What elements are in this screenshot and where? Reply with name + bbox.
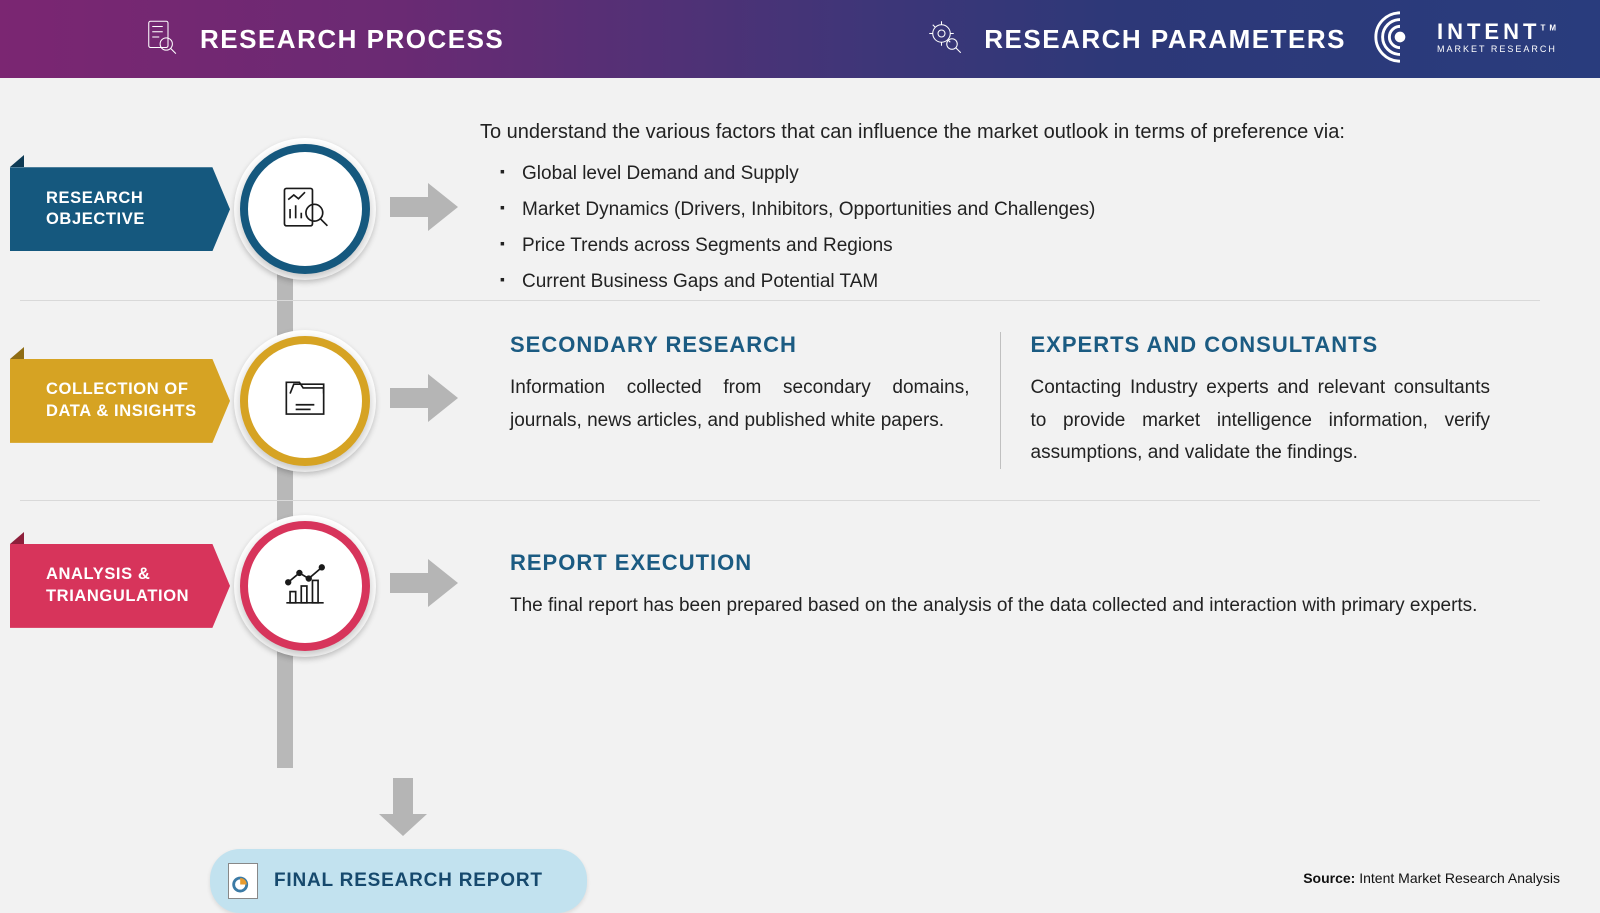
header-right-title: RESEARCH PARAMETERS: [984, 24, 1346, 55]
step-research-objective: RESEARCHOBJECTIVE To understand the vari…: [20, 118, 1540, 300]
final-block: FINAL RESEARCH REPORT: [220, 776, 587, 913]
step-collection: COLLECTION OFDATA & INSIGHTS SECONDARY R…: [20, 300, 1540, 500]
logo-main-text: INTENT: [1437, 19, 1540, 44]
col-2-title: EXPERTS AND CONSULTANTS: [1031, 332, 1491, 358]
arrow-right-icon: [388, 181, 460, 238]
header-right: RESEARCH PARAMETERS: [924, 16, 1346, 63]
step-3-body: The final report has been prepared based…: [510, 590, 1490, 622]
logo-sub-text: MARKET RESEARCH: [1437, 45, 1560, 54]
step-2-content: SECONDARY RESEARCH Information collected…: [460, 332, 1540, 469]
step-3-circle: [240, 521, 370, 651]
document-icon: [228, 863, 258, 899]
arrow-down-icon: [377, 776, 429, 843]
header-bar: RESEARCH PROCESS RESEARCH PARAMETERS INT…: [0, 0, 1600, 78]
logo-icon: [1371, 8, 1429, 66]
step-3-label: ANALYSIS &TRIANGULATION: [46, 564, 189, 607]
folder-data-icon: [277, 373, 333, 429]
step-1-label: RESEARCHOBJECTIVE: [46, 188, 145, 231]
gear-search-icon: [924, 16, 966, 63]
chevron-label-3: ANALYSIS &TRIANGULATION: [10, 544, 230, 628]
list-item: Current Business Gaps and Potential TAM: [500, 264, 1520, 300]
report-search-icon: [277, 181, 333, 237]
chevron-label-2: COLLECTION OFDATA & INSIGHTS: [10, 359, 230, 443]
arrow-right-icon: [388, 557, 460, 614]
list-item: Price Trends across Segments and Regions: [500, 228, 1520, 264]
step-3-title: REPORT EXECUTION: [510, 550, 1490, 576]
source-line: Source: Intent Market Research Analysis: [1303, 870, 1560, 886]
document-search-icon: [140, 16, 182, 63]
final-report-pill: FINAL RESEARCH REPORT: [210, 849, 587, 913]
chevron-label-1: RESEARCHOBJECTIVE: [10, 167, 230, 251]
source-value: Intent Market Research Analysis: [1359, 870, 1560, 886]
list-item: Global level Demand and Supply: [500, 156, 1520, 192]
source-label: Source:: [1303, 870, 1355, 886]
step-1-list: Global level Demand and Supply Market Dy…: [480, 156, 1520, 300]
list-item: Market Dynamics (Drivers, Inhibitors, Op…: [500, 192, 1520, 228]
step-3-content: REPORT EXECUTION The final report has be…: [460, 550, 1540, 622]
header-left-title: RESEARCH PROCESS: [200, 24, 504, 55]
brand-logo: INTENTTM MARKET RESEARCH: [1371, 8, 1560, 66]
arrow-right-icon: [388, 372, 460, 429]
logo-tm: TM: [1540, 23, 1560, 32]
col-1-title: SECONDARY RESEARCH: [510, 332, 970, 358]
col-2-body: Contacting Industry experts and relevant…: [1031, 372, 1491, 469]
step-1-circle: [240, 144, 370, 274]
final-label: FINAL RESEARCH REPORT: [274, 870, 543, 892]
col-secondary: SECONDARY RESEARCH Information collected…: [480, 332, 1000, 469]
analytics-chart-icon: [277, 558, 333, 614]
step-1-content: To understand the various factors that c…: [460, 118, 1540, 300]
step-2-circle: [240, 336, 370, 466]
step-analysis: ANALYSIS &TRIANGULATION REPORT EXECUTION…: [20, 500, 1540, 670]
col-experts: EXPERTS AND CONSULTANTS Contacting Indus…: [1000, 332, 1521, 469]
step-1-intro: To understand the various factors that c…: [480, 118, 1520, 146]
body-content: RESEARCHOBJECTIVE To understand the vari…: [0, 78, 1600, 700]
col-1-body: Information collected from secondary dom…: [510, 372, 970, 437]
header-left: RESEARCH PROCESS: [140, 16, 504, 63]
step-2-label: COLLECTION OFDATA & INSIGHTS: [46, 379, 197, 422]
